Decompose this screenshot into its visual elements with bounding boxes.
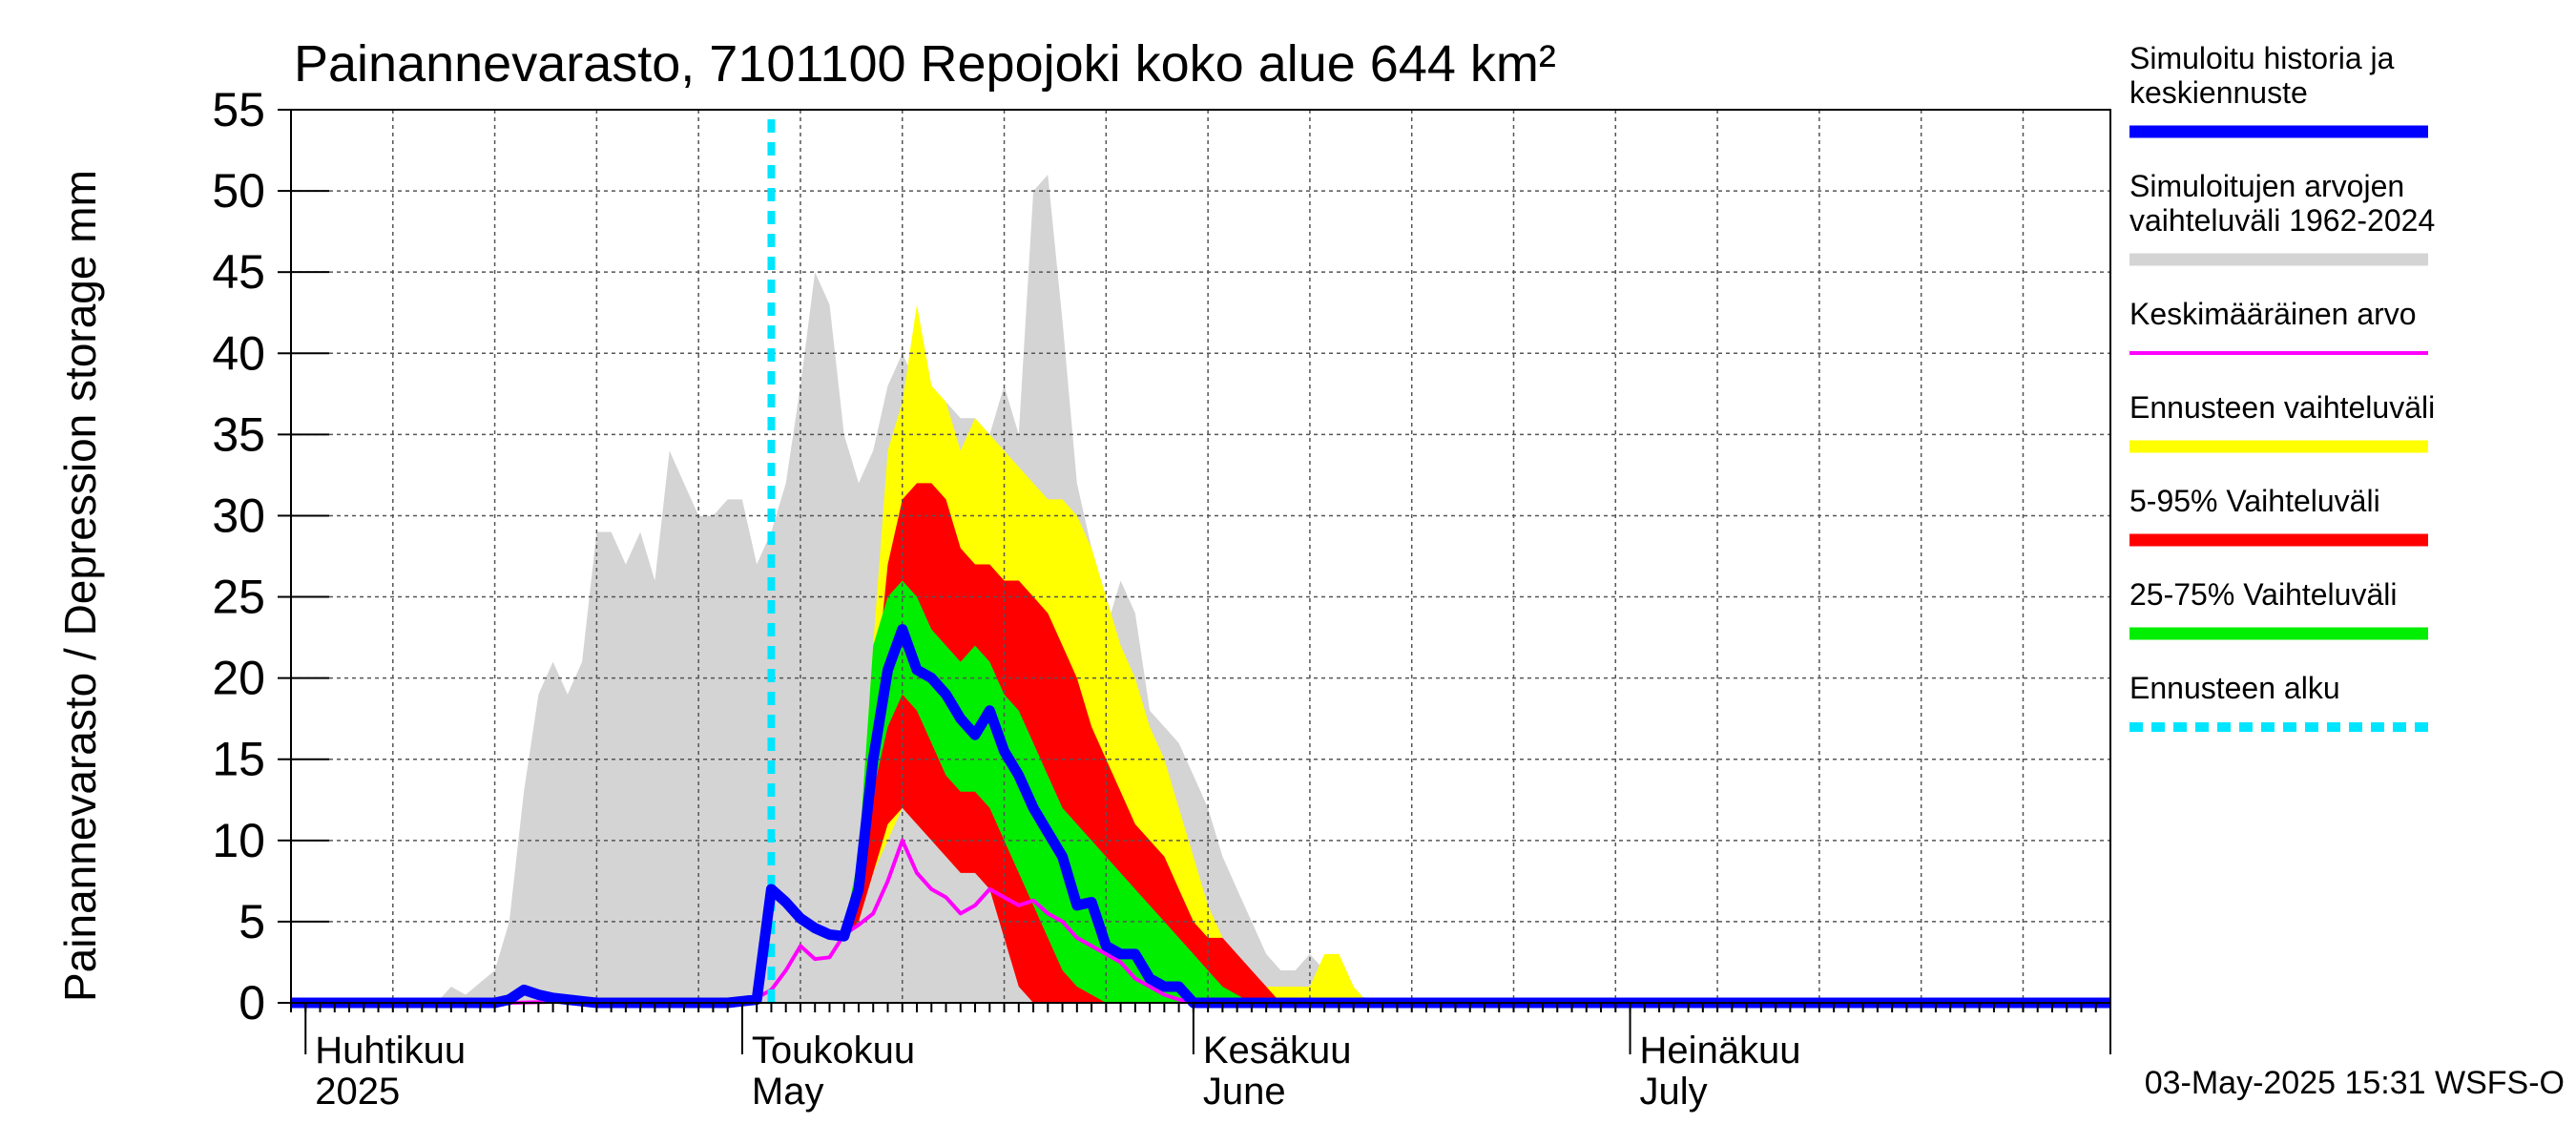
x-month-label: Heinäkuu: [1640, 1030, 1801, 1072]
legend-label: Ennusteen alku: [2129, 671, 2340, 705]
legend-label: 25-75% Vaihteluväli: [2129, 577, 2397, 612]
y-tick-label: 5: [239, 895, 265, 948]
y-tick-label: 30: [212, 489, 265, 542]
y-axis-label: Painannevarasto / Depression storage mm: [55, 170, 105, 1002]
x-month-sublabel: July: [1640, 1071, 1708, 1113]
legend-label: Simuloitujen arvojen: [2129, 169, 2404, 203]
y-tick-label: 20: [212, 652, 265, 705]
y-tick-label: 50: [212, 164, 265, 218]
legend-label: keskiennuste: [2129, 75, 2308, 110]
y-tick-label: 45: [212, 245, 265, 299]
x-month-sublabel: 2025: [315, 1071, 400, 1113]
forecast-range-band: [771, 304, 1383, 1003]
y-tick-label: 55: [212, 83, 265, 136]
y-tick-label: 10: [212, 814, 265, 867]
y-tick-label: 0: [239, 976, 265, 1030]
legend-label: 5-95% Vaihteluväli: [2129, 484, 2380, 518]
legend-label: Ennusteen vaihteluväli: [2129, 390, 2435, 425]
footer-timestamp: 03-May-2025 15:31 WSFS-O: [2145, 1065, 2565, 1101]
y-tick-label: 15: [212, 733, 265, 786]
forecast-25-75-band: [771, 580, 1267, 1003]
legend-label: Keskimääräinen arvo: [2129, 297, 2417, 331]
plot-area: 0510152025303540455055Huhtikuu2025Toukok…: [212, 83, 2111, 1113]
chart-title: Painannevarasto, 7101100 Repojoki koko a…: [294, 35, 1556, 93]
x-month-label: Huhtikuu: [315, 1030, 466, 1072]
y-tick-label: 35: [212, 407, 265, 461]
x-month-label: Toukokuu: [752, 1030, 915, 1072]
historical-range-area: [291, 175, 2110, 1004]
x-month-label: Kesäkuu: [1203, 1030, 1352, 1072]
y-tick-label: 40: [212, 326, 265, 380]
legend-label: Simuloitu historia ja: [2129, 41, 2395, 75]
y-tick-label: 25: [212, 571, 265, 624]
legend-label: vaihteluväli 1962-2024: [2129, 203, 2435, 238]
x-month-sublabel: May: [752, 1071, 824, 1113]
x-month-sublabel: June: [1203, 1071, 1286, 1113]
plot-frame: [290, 109, 2111, 1004]
